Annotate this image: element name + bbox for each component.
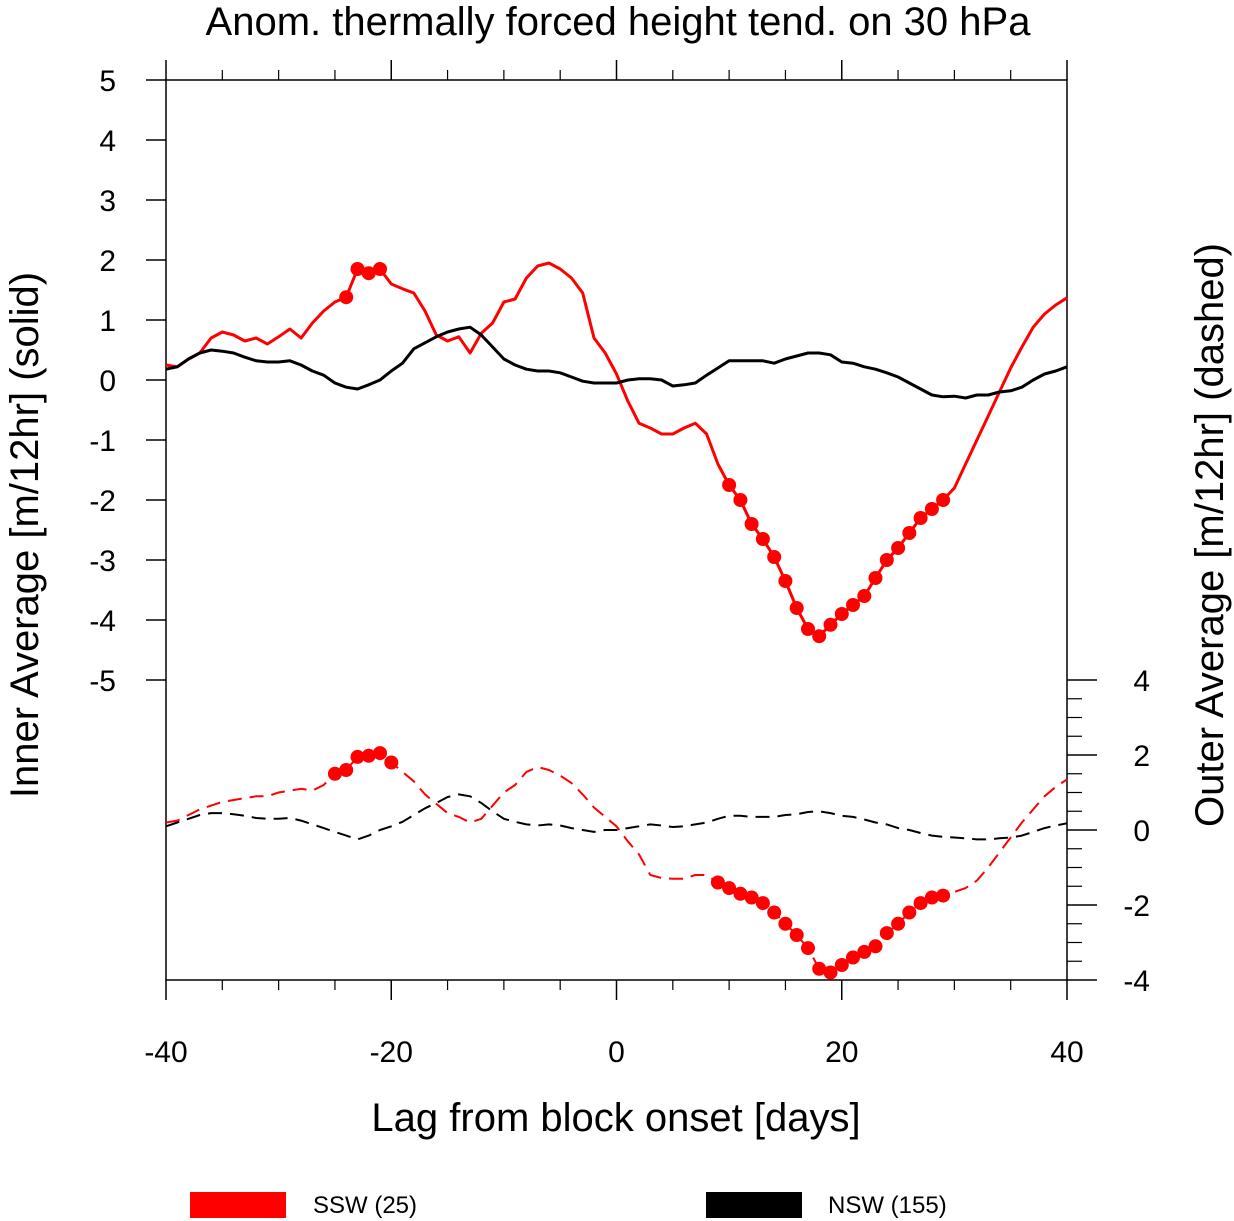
nsw-outer-line <box>165 793 1068 841</box>
ssw-inner-significance-dot <box>801 622 815 636</box>
ssw-outer-significance-dot <box>722 881 737 896</box>
ssw-inner-line <box>165 261 1068 638</box>
ssw-inner-significance-dot <box>361 266 376 281</box>
inner-y-tick-label: 4 <box>99 125 116 158</box>
ssw-outer-significance-dot <box>327 766 342 781</box>
x-tick-label: 40 <box>1050 1036 1083 1069</box>
ssw-outer-significance-dot <box>812 961 827 976</box>
ssw-outer-significance-dot <box>733 886 748 901</box>
ssw-inner-significance-dot <box>879 553 894 567</box>
outer-y-tick-label: 4 <box>1133 665 1150 698</box>
inner-y-tick-label: 0 <box>99 365 116 398</box>
ssw-outer-significance-dot <box>778 916 793 931</box>
outer-y-tick-label: -2 <box>1123 890 1150 923</box>
ssw-inner-significance-dot <box>722 478 737 492</box>
ssw-inner-significance-dot <box>733 493 748 507</box>
ssw-outer-significance-dot <box>373 746 387 761</box>
outer-y-axis: 4 2 0 -2 -4 <box>1067 665 1150 998</box>
inner-y-tick-label: -2 <box>89 485 116 518</box>
ssw-outer-significance-dot <box>879 926 894 941</box>
ssw-inner-significance-dot <box>823 617 838 632</box>
ssw-outer-significance-dot <box>710 875 725 890</box>
ssw-inner-significance-dot <box>857 589 872 603</box>
ssw-inner-significance-dot <box>339 290 354 305</box>
inner-y-tick-label: 5 <box>99 65 116 98</box>
ssw-inner-significance-dot <box>350 262 365 276</box>
ssw-inner-significance-dot <box>812 629 827 644</box>
ssw-inner-significance-dot <box>902 526 917 540</box>
ssw-outer-significance-dot <box>350 749 365 764</box>
outer-y-tick-label: -4 <box>1123 965 1150 998</box>
ssw-inner-significance-dot <box>767 550 782 564</box>
x-tick-label: 20 <box>825 1036 858 1069</box>
ssw-outer-significance-dot <box>339 763 354 777</box>
ssw-outer-significance-dot <box>868 939 883 954</box>
outer-y-tick-label: 0 <box>1133 815 1150 848</box>
ssw-inner-significance-dot <box>744 517 759 531</box>
x-axis: -40 -20 0 20 40 <box>144 60 1084 1069</box>
ssw-outer-significance-dot <box>755 896 770 911</box>
ssw-outer-significance-dot <box>924 890 939 905</box>
plot-frame <box>165 79 1068 981</box>
ssw-inner-significance-dot <box>936 493 951 507</box>
ssw-outer-significance-dot <box>936 888 951 903</box>
ssw-outer-significance-dot <box>744 890 759 905</box>
ssw-outer-line <box>165 752 1068 974</box>
ssw-inner-significance-dot <box>789 601 804 615</box>
ssw-inner-significance-dot <box>891 541 906 555</box>
legend-label-ssw: SSW (25) <box>313 1192 417 1219</box>
legend: SSW (25) NSW (155) <box>190 1192 947 1219</box>
ssw-inner-significance-dot <box>913 511 928 525</box>
inner-y-axis-label: Inner Average [m/12hr] (solid) <box>3 272 47 798</box>
inner-y-tick-label: -5 <box>89 665 116 698</box>
ssw-outer-significance-dot <box>384 755 399 770</box>
ssw-outer-significance-dot <box>801 941 815 956</box>
ssw-outer-significance-dot <box>913 896 928 911</box>
legend-swatch-ssw <box>190 1192 286 1218</box>
x-axis-label: Lag from block onset [days] <box>371 1096 860 1140</box>
inner-y-tick-label: -1 <box>89 425 116 458</box>
chart-title: Anom. thermally forced height tend. on 3… <box>206 0 1032 44</box>
ssw-outer-significance-dot <box>834 958 849 972</box>
ssw-outer-significance-dot <box>361 748 376 763</box>
ssw-inner-significance-dot <box>778 574 793 588</box>
ssw-inner-significance-dot <box>846 598 860 612</box>
ssw-inner-significance-dot <box>924 502 939 516</box>
nsw-inner-line <box>165 325 1068 400</box>
legend-swatch-nsw <box>706 1192 802 1218</box>
ssw-outer-significance-dot <box>789 928 804 942</box>
ssw-inner-significance-dot <box>868 571 883 585</box>
outer-y-tick-label: 2 <box>1133 740 1150 773</box>
inner-y-tick-label: 1 <box>99 305 116 338</box>
ssw-inner-significance-dot <box>834 607 849 621</box>
inner-y-axis: 5 4 3 2 1 0 -1 -2 -3 -4 -5 <box>89 65 166 698</box>
inner-y-tick-label: 2 <box>99 245 116 278</box>
ssw-outer-significance-dot <box>857 944 872 959</box>
x-tick-label: -20 <box>370 1036 413 1069</box>
ssw-outer-significance-dot <box>902 905 917 920</box>
ssw-inner-significance-dot <box>755 532 770 546</box>
outer-y-axis-label: Outer Average [m/12hr] (dashed) <box>1188 243 1232 827</box>
x-tick-label: 0 <box>608 1036 625 1069</box>
series-layer <box>165 261 1068 980</box>
ssw-outer-significance-dot <box>846 950 860 965</box>
inner-y-tick-label: -4 <box>89 605 116 638</box>
ssw-outer-significance-dot <box>823 965 838 980</box>
inner-y-tick-label: -3 <box>89 545 116 578</box>
ssw-outer-significance-dot <box>767 905 782 920</box>
inner-y-tick-label: 3 <box>99 185 116 218</box>
legend-label-nsw: NSW (155) <box>828 1192 947 1219</box>
ssw-outer-significance-dot <box>891 916 906 931</box>
x-tick-label: -40 <box>144 1036 187 1069</box>
ssw-inner-significance-dot <box>373 262 387 276</box>
